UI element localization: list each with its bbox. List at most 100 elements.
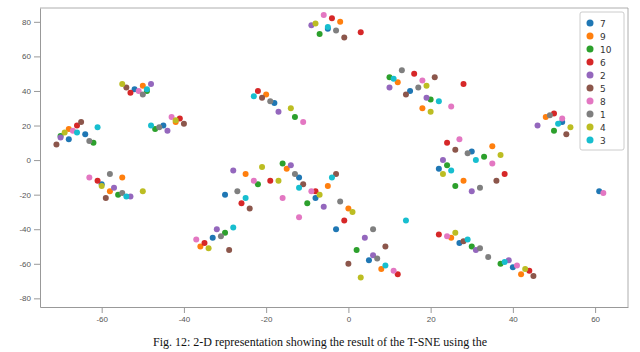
legend-marker	[587, 33, 594, 40]
point	[419, 105, 425, 111]
point	[255, 88, 261, 94]
point	[551, 128, 557, 134]
point	[107, 171, 113, 177]
points	[53, 12, 606, 281]
point	[201, 240, 207, 246]
point	[444, 233, 450, 239]
point	[321, 12, 327, 18]
point	[317, 192, 323, 198]
point	[280, 161, 286, 167]
point	[62, 129, 68, 135]
point	[502, 259, 508, 265]
point	[181, 121, 187, 127]
point	[530, 273, 536, 279]
point	[144, 86, 150, 92]
point	[456, 136, 462, 142]
point	[312, 21, 318, 27]
point	[247, 205, 253, 211]
point	[308, 188, 314, 194]
point	[366, 257, 372, 263]
tick: 40	[509, 307, 518, 324]
tick: -60	[19, 260, 40, 269]
point	[259, 95, 265, 101]
point	[292, 171, 298, 177]
point	[473, 157, 479, 163]
legend-item: 5	[587, 84, 606, 94]
point	[103, 195, 109, 201]
point	[251, 178, 257, 184]
legend-box	[580, 12, 624, 150]
legend: 79106258143	[580, 12, 624, 150]
point	[498, 152, 504, 158]
point	[436, 166, 442, 172]
point	[333, 27, 339, 33]
tick-mark	[34, 195, 40, 196]
point	[382, 263, 388, 269]
tick-mark	[266, 307, 267, 313]
point	[119, 81, 125, 87]
point	[119, 174, 125, 180]
point	[415, 85, 421, 91]
point	[424, 83, 430, 89]
tick: 80	[22, 18, 40, 27]
tick: 20	[427, 307, 436, 324]
series	[62, 21, 574, 281]
point	[321, 204, 327, 210]
point	[337, 19, 343, 25]
point	[325, 183, 331, 189]
tick-label: 60	[591, 315, 600, 324]
tick-label: 20	[22, 122, 31, 131]
point	[452, 183, 458, 189]
point	[341, 218, 347, 224]
point	[243, 171, 249, 177]
point	[214, 226, 220, 232]
point	[86, 138, 92, 144]
point	[399, 67, 405, 73]
point	[206, 245, 212, 251]
point	[288, 162, 294, 168]
point	[288, 105, 294, 111]
legend-item: 4	[587, 123, 607, 133]
series	[86, 27, 553, 261]
tick-mark	[34, 56, 40, 57]
tick-mark	[34, 160, 40, 161]
legend-marker	[587, 20, 594, 27]
point	[78, 119, 84, 125]
tick: -80	[19, 294, 40, 303]
legend-label: 9	[600, 32, 606, 42]
point	[436, 98, 442, 104]
legend-marker	[587, 98, 594, 105]
tick-label: -40	[19, 225, 31, 234]
point	[448, 104, 454, 110]
tick-mark	[34, 264, 40, 265]
point	[193, 237, 199, 243]
tick: 60	[591, 307, 600, 324]
tick-label: 40	[22, 87, 31, 96]
point	[522, 266, 528, 272]
point	[82, 131, 88, 137]
legend-label: 1	[600, 110, 606, 120]
legend-item: 7	[587, 19, 606, 29]
legend-label: 3	[600, 136, 606, 146]
point	[362, 235, 368, 241]
point	[444, 140, 450, 146]
legend-label: 6	[600, 58, 606, 68]
point	[387, 85, 393, 91]
point	[86, 174, 92, 180]
tick: 20	[22, 122, 40, 131]
legend-item: 10	[587, 45, 612, 55]
tick: -60	[96, 307, 108, 324]
tick-mark	[34, 91, 40, 92]
point	[403, 91, 409, 97]
point	[251, 93, 257, 99]
tick: -20	[261, 307, 273, 324]
tick: 0	[347, 307, 352, 324]
point	[428, 109, 434, 115]
point	[230, 167, 236, 173]
tick: 0	[27, 156, 40, 165]
point	[489, 161, 495, 167]
point	[226, 247, 232, 253]
series	[74, 24, 561, 269]
point	[156, 124, 162, 130]
point	[514, 263, 520, 269]
